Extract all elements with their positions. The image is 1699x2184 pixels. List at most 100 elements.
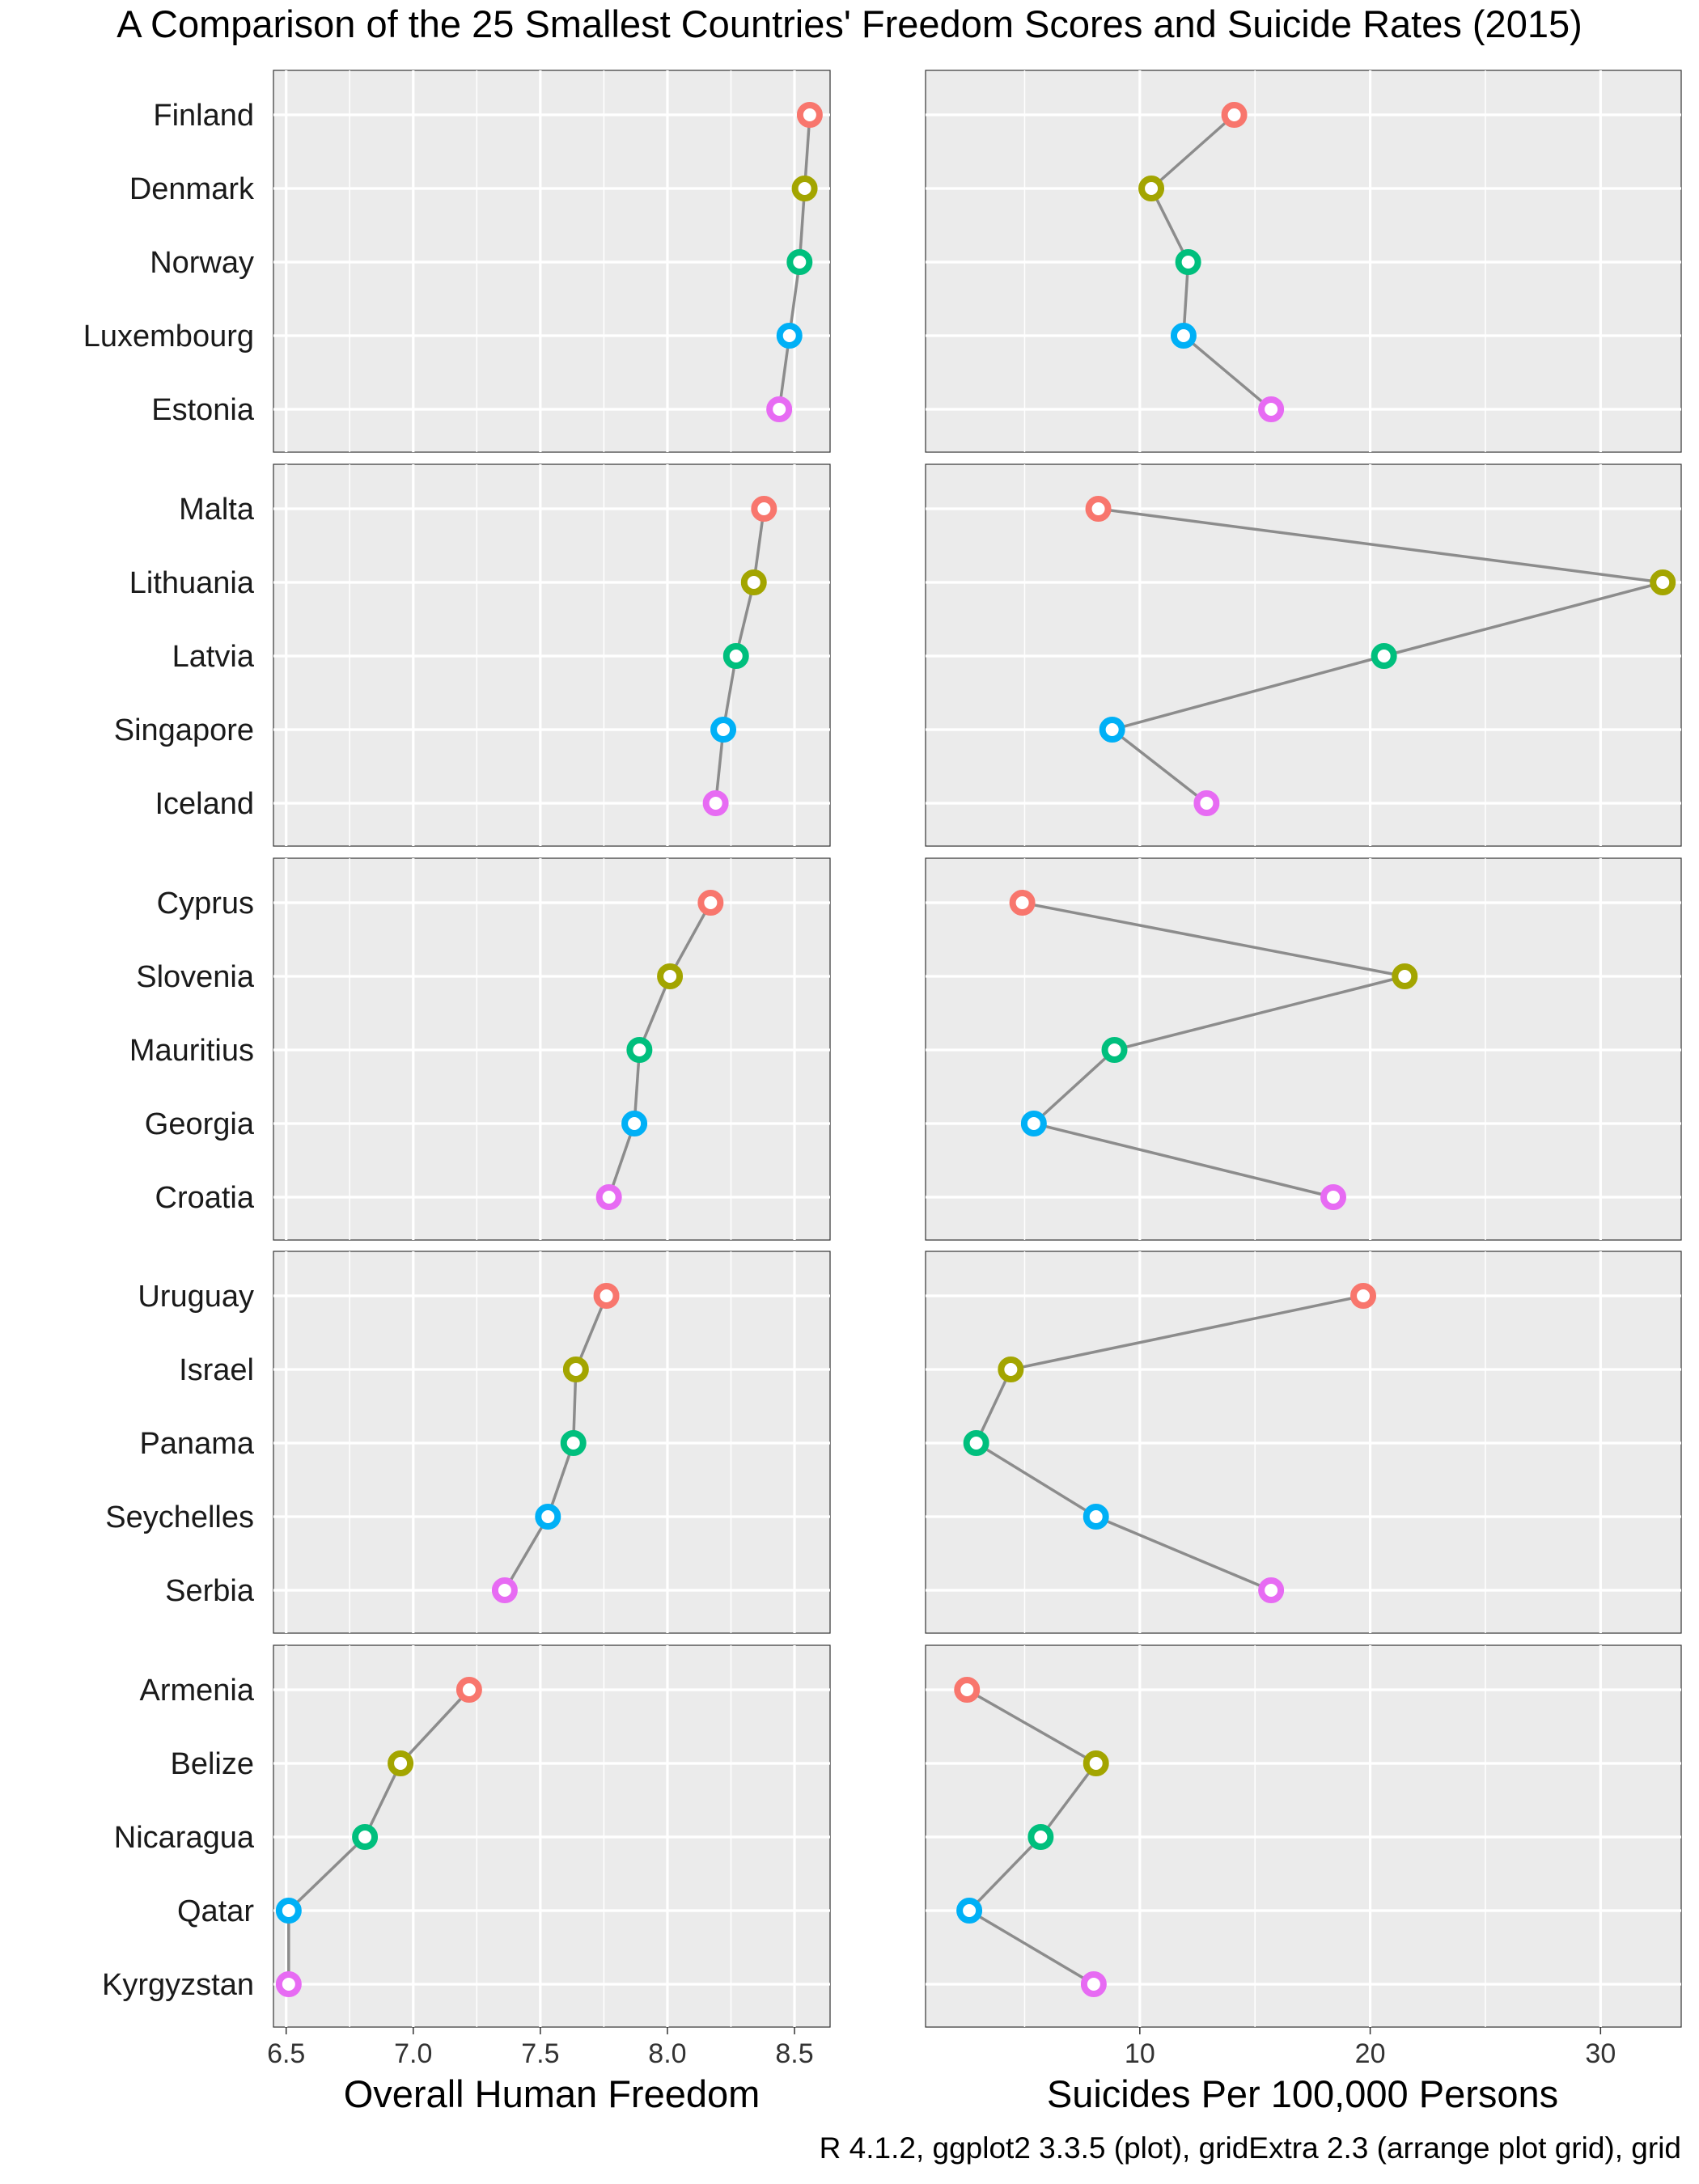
country-label: Kyrgyzstan [102, 1968, 254, 2002]
country-label: Panama [139, 1427, 254, 1461]
right-point-qatar [956, 1898, 983, 1924]
country-label: Finland [153, 99, 254, 133]
left-x-axis: 6.5 7.0 7.5 8.0 8.5 [267, 2027, 814, 2069]
right-point-malta [1085, 496, 1112, 522]
left-point-denmark [791, 176, 818, 201]
country-label: Cyprus [157, 887, 254, 921]
right-point-luxembourg [1170, 323, 1197, 349]
left-point-lithuania [740, 569, 767, 595]
country-label: Seychelles [105, 1500, 254, 1534]
country-label: Latvia [172, 640, 255, 674]
right-point-serbia [1258, 1577, 1285, 1603]
left-point-georgia [621, 1111, 648, 1136]
country-label: Uruguay [138, 1280, 254, 1314]
left-point-qatar [275, 1898, 302, 1924]
right-axis-title: Suicides Per 100,000 Persons [1047, 2072, 1558, 2115]
left-panel [273, 70, 831, 453]
right-point-lithuania [1650, 569, 1676, 595]
left-point-estonia [766, 396, 793, 422]
left-point-mauritius [626, 1037, 653, 1063]
left-point-iceland [702, 790, 729, 816]
left-point-seychelles [535, 1504, 561, 1530]
right-point-kyrgyzstan [1080, 1971, 1107, 1997]
country-label: Norway [150, 246, 254, 280]
right-point-estonia [1258, 396, 1285, 422]
tick-label: 30 [1585, 2038, 1616, 2069]
left-point-malta [751, 496, 777, 522]
tick-label: 8.0 [648, 2038, 686, 2069]
right-point-latvia [1371, 643, 1397, 669]
caption: R 4.1.2, ggplot2 3.3.5 (plot), gridExtra… [820, 2131, 1681, 2165]
left-point-uruguay [593, 1283, 620, 1309]
left-point-armenia [455, 1677, 482, 1703]
right-panel [925, 1644, 1682, 2028]
tick-label: 10 [1125, 2038, 1155, 2069]
country-label: Denmark [129, 172, 255, 206]
country-label: Singapore [114, 713, 254, 747]
left-point-slovenia [657, 963, 684, 989]
panels: Finland Denmark Norway Luxembourg Estonia Mal… [83, 70, 1682, 2028]
country-label: Georgia [145, 1107, 255, 1141]
country-label: Serbia [165, 1574, 255, 1608]
right-point-croatia [1320, 1184, 1347, 1210]
right-point-norway [1175, 249, 1201, 275]
tick-label: 8.5 [775, 2038, 813, 2069]
country-label: Nicaragua [114, 1821, 255, 1855]
left-point-kyrgyzstan [275, 1971, 302, 1997]
country-label: Qatar [177, 1894, 254, 1928]
country-label: Slovenia [136, 960, 255, 994]
left-point-nicaragua [352, 1824, 379, 1850]
left-point-singapore [710, 717, 737, 743]
left-point-norway [786, 249, 813, 275]
right-point-belize [1083, 1750, 1109, 1776]
right-x-axis: 10 20 30 [1125, 2027, 1616, 2069]
right-point-mauritius [1101, 1037, 1128, 1063]
right-point-armenia [954, 1677, 981, 1703]
tick-label: 7.5 [521, 2038, 559, 2069]
left-point-luxembourg [776, 323, 803, 349]
country-label: Malta [179, 493, 255, 527]
right-point-cyprus [1009, 890, 1036, 916]
left-panel [273, 1644, 831, 2028]
left-panel [273, 463, 831, 847]
chart-title: A Comparison of the 25 Smallest Countrie… [117, 2, 1582, 45]
right-point-uruguay [1350, 1283, 1377, 1309]
right-point-seychelles [1083, 1504, 1109, 1530]
left-point-serbia [491, 1577, 518, 1603]
country-label: Estonia [151, 393, 255, 427]
country-label: Israel [179, 1353, 254, 1387]
left-panel [273, 857, 831, 1241]
left-axis-title: Overall Human Freedom [344, 2072, 761, 2115]
country-label: Croatia [155, 1181, 255, 1215]
right-panel [925, 463, 1682, 847]
left-point-finland [796, 102, 823, 128]
left-point-panama [560, 1430, 587, 1456]
country-label: Armenia [140, 1674, 255, 1708]
country-label: Lithuania [129, 566, 255, 600]
right-panel [925, 1251, 1682, 1634]
right-point-georgia [1020, 1111, 1047, 1136]
tick-label: 20 [1355, 2038, 1386, 2069]
right-point-panama [963, 1430, 989, 1456]
right-point-denmark [1138, 176, 1165, 201]
tick-label: 6.5 [267, 2038, 305, 2069]
left-panel [273, 1251, 831, 1634]
country-label: Mauritius [129, 1034, 254, 1068]
country-label: Belize [171, 1747, 255, 1781]
left-point-cyprus [697, 890, 724, 916]
right-point-finland [1221, 102, 1248, 128]
right-panel [925, 857, 1682, 1241]
right-point-iceland [1193, 790, 1220, 816]
left-point-israel [562, 1357, 589, 1382]
tick-label: 7.0 [394, 2038, 432, 2069]
country-label: Luxembourg [83, 320, 254, 353]
right-panel [925, 70, 1682, 453]
left-point-croatia [595, 1184, 622, 1210]
right-point-singapore [1099, 717, 1125, 743]
right-point-nicaragua [1027, 1824, 1054, 1850]
left-point-belize [388, 1750, 414, 1776]
country-label: Iceland [155, 787, 254, 821]
right-point-slovenia [1392, 963, 1418, 989]
left-point-latvia [722, 643, 749, 669]
